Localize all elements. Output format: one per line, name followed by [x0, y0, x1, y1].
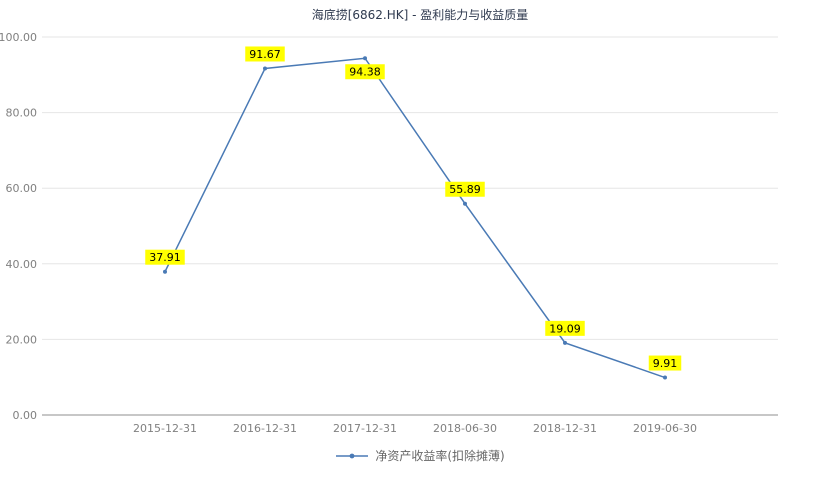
svg-text:2017-12-31: 2017-12-31 — [333, 422, 397, 435]
svg-text:55.89: 55.89 — [449, 183, 481, 196]
svg-text:100.00: 100.00 — [0, 31, 37, 44]
svg-text:37.91: 37.91 — [149, 251, 181, 264]
svg-text:20.00: 20.00 — [6, 333, 38, 346]
svg-text:60.00: 60.00 — [6, 182, 38, 195]
legend-item[interactable]: 净资产收益率(扣除摊薄) — [0, 447, 840, 464]
line-chart-canvas: 0.00 20.00 40.00 60.00 80.00 100.00 2015-12-31… — [0, 31, 778, 435]
svg-text:2019-06-30: 2019-06-30 — [633, 422, 697, 435]
svg-text:2018-06-30: 2018-06-30 — [433, 422, 497, 435]
svg-text:91.67: 91.67 — [249, 48, 281, 61]
svg-text:2018-12-31: 2018-12-31 — [533, 422, 597, 435]
chart-title: 海底捞[6862.HK] - 盈利能力与收益质量 — [311, 8, 529, 22]
svg-text:2016-12-31: 2016-12-31 — [233, 422, 297, 435]
svg-text:9.91: 9.91 — [653, 357, 678, 370]
svg-text:94.38: 94.38 — [349, 66, 381, 79]
svg-text:19.09: 19.09 — [549, 322, 581, 335]
legend-line-icon — [336, 453, 369, 458]
svg-text:80.00: 80.00 — [6, 107, 38, 120]
svg-text:2015-12-31: 2015-12-31 — [133, 422, 197, 435]
svg-text:40.00: 40.00 — [6, 258, 38, 271]
svg-text:0.00: 0.00 — [13, 409, 38, 422]
legend-series-label: 净资产收益率(扣除摊薄) — [375, 449, 505, 463]
